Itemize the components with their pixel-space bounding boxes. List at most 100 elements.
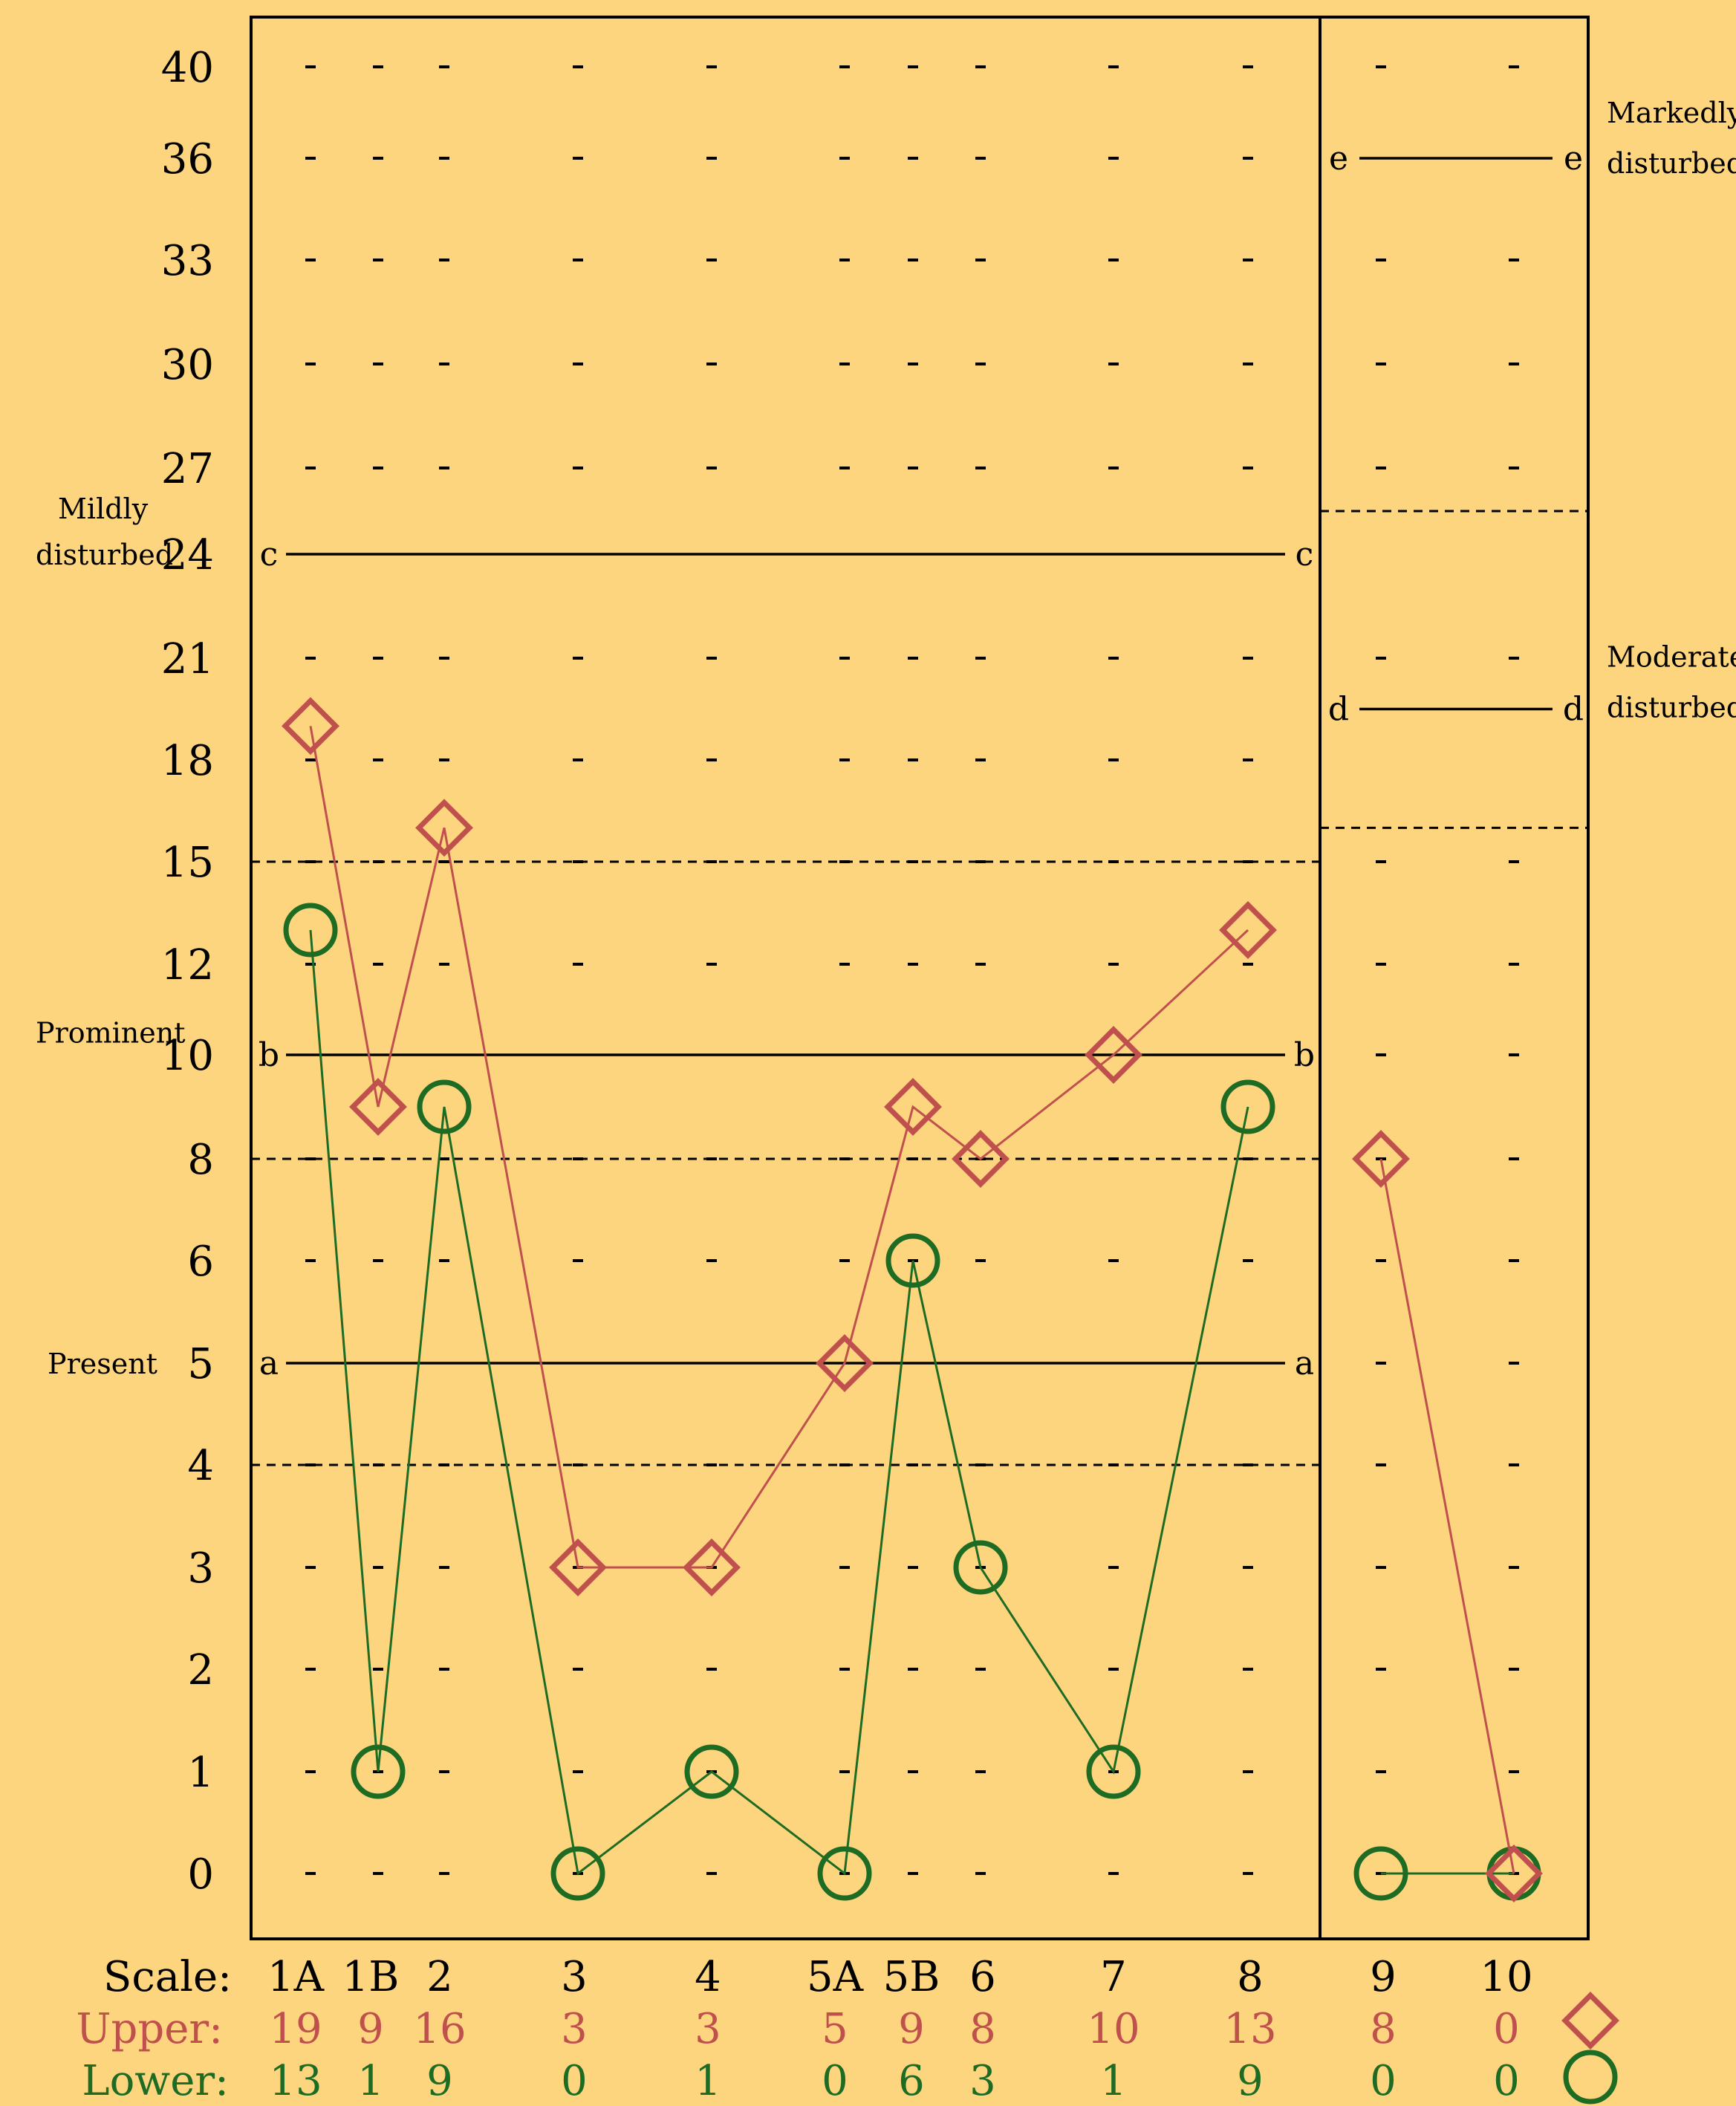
series-layer xyxy=(282,697,1543,1902)
upper-point xyxy=(349,1078,407,1136)
footer-lower-value: 1 xyxy=(357,2057,384,2105)
y-tick-label: 10 xyxy=(161,1032,214,1080)
footer-scale-value: 1A xyxy=(267,1953,325,2001)
reference-line-label: b xyxy=(1294,1036,1315,1074)
footer-lower-value: 6 xyxy=(898,2057,925,2105)
y-tick-label: 0 xyxy=(187,1850,214,1899)
y-tick-label: 36 xyxy=(161,135,214,183)
y-tick-label: 5 xyxy=(187,1340,214,1388)
zone-label: Mildly xyxy=(58,493,149,525)
footer-scale-value: 2 xyxy=(426,1953,453,2001)
y-tick-label: 6 xyxy=(187,1238,214,1286)
reference-line-label: a xyxy=(1295,1345,1314,1382)
footer-lower-value: 1 xyxy=(695,2057,721,2105)
lower-point xyxy=(351,1744,406,1799)
footer-upper-value: 10 xyxy=(1087,2005,1140,2053)
footer-scale-value: 5B xyxy=(883,1953,940,2001)
footer-scale-value: 1B xyxy=(342,1953,400,2001)
upper-point xyxy=(415,799,473,857)
reference-line-label: c xyxy=(1296,536,1314,573)
lower-point xyxy=(417,1079,472,1134)
footer-scale-label: Scale: xyxy=(103,1953,232,2001)
y-tick-label: 2 xyxy=(187,1646,214,1694)
footer-lower-value: 13 xyxy=(269,2057,322,2105)
upper-point xyxy=(549,1538,607,1596)
footer-lower-value: 0 xyxy=(822,2057,848,2105)
reference-line-label: c xyxy=(260,536,279,573)
footer-lower-value: 9 xyxy=(1237,2057,1264,2105)
y-tick-label: 4 xyxy=(187,1442,214,1490)
footer-lower-value: 3 xyxy=(969,2057,996,2105)
upper-point xyxy=(952,1130,1010,1188)
plot-border xyxy=(250,16,1590,1940)
reference-line-label: e xyxy=(1329,140,1348,178)
footer-upper-value: 13 xyxy=(1223,2005,1276,2053)
upper-point xyxy=(884,1078,942,1136)
y-tick-label: 15 xyxy=(161,839,214,887)
y-tick-label: 30 xyxy=(161,341,214,389)
y-tick-label: 3 xyxy=(187,1544,214,1593)
footer-upper-value: 0 xyxy=(1493,2005,1520,2053)
upper-point xyxy=(816,1334,874,1392)
reference-line-label: e xyxy=(1564,140,1583,178)
footer-upper-value: 8 xyxy=(1370,2005,1397,2053)
lower-point xyxy=(885,1233,940,1288)
upper-point xyxy=(1219,901,1277,959)
zone-label: Moderate xyxy=(1607,640,1736,673)
y-tick-label: 8 xyxy=(187,1136,214,1184)
lower-point xyxy=(1086,1744,1141,1799)
reference-line-label: d xyxy=(1328,691,1349,729)
y-tick-label: 40 xyxy=(161,44,214,92)
reference-line-label: a xyxy=(259,1345,279,1382)
footer-upper-value: 3 xyxy=(695,2005,721,2053)
series-line xyxy=(309,726,1249,1569)
upper-point xyxy=(1085,1026,1142,1084)
lower-point xyxy=(1353,1846,1408,1901)
footer-lower-value: 0 xyxy=(561,2057,588,2105)
footer-upper-value: 16 xyxy=(413,2005,466,2053)
footer-upper-value: 9 xyxy=(357,2005,384,2053)
footer-lower-value: 1 xyxy=(1100,2057,1127,2105)
upper-point xyxy=(683,1538,741,1596)
upper-point xyxy=(1352,1130,1410,1188)
footer-scale-value: 3 xyxy=(561,1953,588,2001)
footer-lower-value: 0 xyxy=(1370,2057,1397,2105)
footer-lower-value: 9 xyxy=(426,2057,453,2105)
footer-scale-value: 4 xyxy=(695,1953,721,2001)
lower-point xyxy=(953,1540,1008,1595)
lower-point xyxy=(684,1744,739,1799)
footer-scale-value: 6 xyxy=(969,1953,996,2001)
lower-point xyxy=(1220,1079,1275,1134)
footer-scale-value: 7 xyxy=(1100,1953,1127,2001)
footer-scale-value: 8 xyxy=(1237,1953,1264,2001)
y-tick-label: 18 xyxy=(161,737,214,785)
plot-frame xyxy=(250,16,1590,1940)
footer-scale-value: 5A xyxy=(807,1953,864,2001)
legend-lower-marker xyxy=(1563,2050,1618,2105)
y-tick-label: 27 xyxy=(161,445,214,493)
footer-scale-value: 10 xyxy=(1480,1953,1532,2001)
footer-scale-value: 9 xyxy=(1370,1953,1397,2001)
footer-upper-value: 5 xyxy=(822,2005,848,2053)
footer-upper-value: 9 xyxy=(898,2005,925,2053)
reference-line-label: b xyxy=(259,1036,279,1074)
reference-lines xyxy=(286,157,1553,1365)
y-tick-label: 12 xyxy=(161,941,214,989)
reference-line-label: d xyxy=(1563,691,1584,729)
footer-upper-label: Upper: xyxy=(76,2005,223,2053)
lower-point xyxy=(283,903,338,958)
footer-lower-label: Lower: xyxy=(82,2057,229,2105)
footer-table: Scale:Upper:Lower:1A19131B9121693304315A… xyxy=(76,1953,1619,2105)
footer-upper-value: 19 xyxy=(269,2005,322,2053)
zone-label: Markedly xyxy=(1607,97,1736,129)
zone-label: disturbed xyxy=(36,539,173,571)
y-tick-label: 33 xyxy=(161,237,214,285)
zone-label: Present xyxy=(48,1348,157,1380)
series-line xyxy=(309,929,1249,1876)
grid-layer xyxy=(251,65,1588,1875)
y-tick-label: 24 xyxy=(161,531,214,579)
legend-upper-marker xyxy=(1561,1992,1619,2050)
series-upper xyxy=(282,697,1543,1902)
